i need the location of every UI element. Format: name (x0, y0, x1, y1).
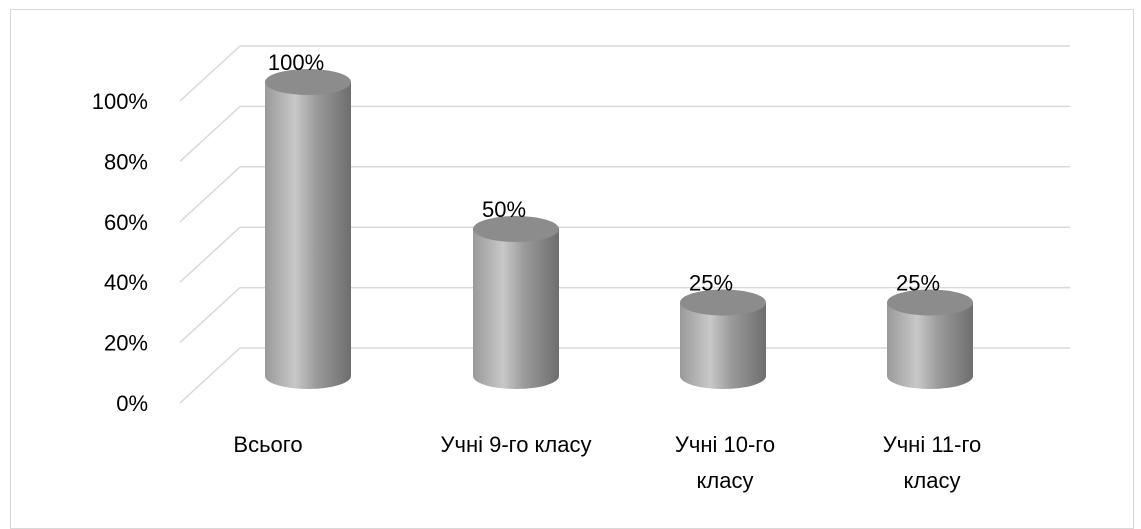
bar-top (887, 289, 973, 316)
bar-body (473, 229, 559, 389)
y-tick-label: 100% (92, 89, 148, 114)
chart-frame (10, 9, 1134, 529)
gridline-depth (179, 45, 241, 102)
gridline-depth (179, 347, 241, 404)
category-label: Всього (233, 432, 302, 457)
bars (265, 69, 973, 389)
bar (473, 216, 559, 389)
y-axis-ticks: 0% 20% 40% 60% 80% 100% (92, 89, 148, 416)
bar-body (887, 302, 973, 389)
bar (265, 69, 351, 389)
category-label: Учні 10-го (675, 432, 775, 457)
y-tick-label: 20% (104, 331, 148, 356)
gridline-depth (179, 226, 241, 283)
data-label: 100% (268, 50, 324, 75)
y-tick-label: 60% (104, 210, 148, 235)
category-label: Учні 11-го (883, 432, 982, 457)
bar-chart: 0% 20% 40% 60% 80% 100% 100% 50% 25% 25% Всього У… (92, 45, 1070, 493)
gridline-depth (179, 105, 241, 162)
category-labels: Всього Учні 9-го класу Учні 10-го класу Учні… (233, 432, 981, 493)
bar-top (473, 216, 559, 242)
y-tick-label: 40% (104, 270, 148, 295)
gridline-depth (179, 166, 241, 223)
data-label: 50% (482, 197, 526, 222)
gridline-depth (179, 287, 241, 344)
data-label: 25% (896, 271, 940, 296)
data-labels: 100% 50% 25% 25% (268, 50, 940, 296)
bar-top (680, 289, 766, 316)
y-tick-label: 0% (116, 391, 148, 416)
y-tick-label: 80% (104, 149, 148, 174)
bar-body (680, 302, 766, 389)
data-label: 25% (689, 271, 733, 296)
category-label: класу (904, 468, 961, 493)
bar (887, 289, 973, 389)
category-label: Учні 9-го класу (441, 432, 592, 457)
bar-body (265, 82, 351, 389)
bar-top (265, 69, 351, 95)
category-label: класу (697, 468, 754, 493)
bar (680, 289, 766, 389)
